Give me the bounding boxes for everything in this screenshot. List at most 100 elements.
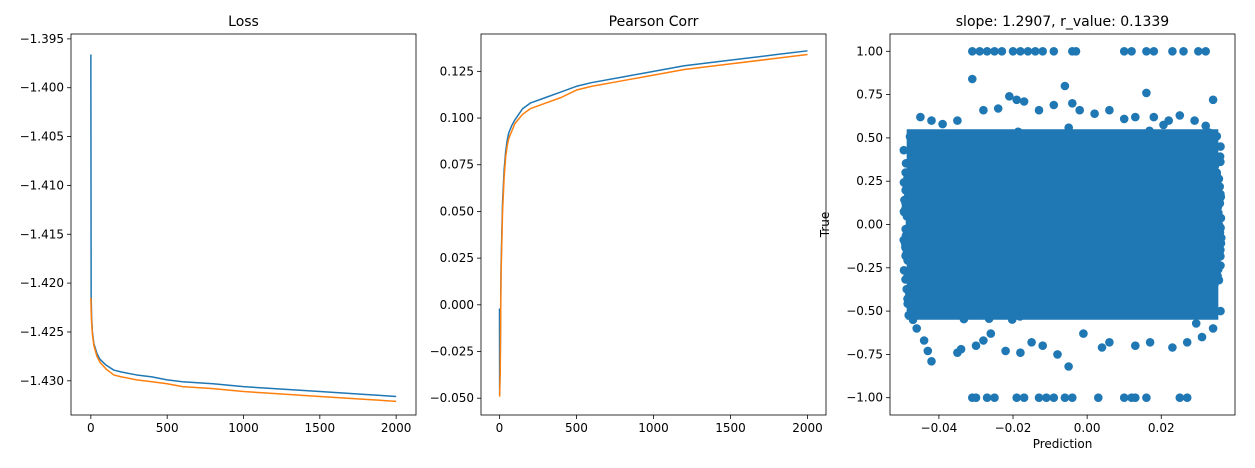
x-axis-label: Prediction	[1033, 437, 1093, 451]
scatter-point	[912, 324, 921, 333]
scatter-point	[968, 74, 977, 84]
scatter-point	[1168, 343, 1177, 352]
y-tick-label: 0.050	[440, 204, 474, 218]
x-tick-label: 1000	[228, 421, 259, 435]
scatter-point	[1127, 47, 1136, 56]
scatter-point	[927, 357, 936, 366]
scatter-point	[916, 112, 925, 122]
plot-area	[899, 47, 1226, 403]
scatter-point	[1194, 47, 1203, 56]
y-tick-label: −1.395	[20, 32, 64, 46]
scatter-point	[1016, 348, 1025, 358]
scatter-point	[1191, 319, 1201, 328]
x-tick-label: 0	[496, 421, 504, 435]
scatter-point	[900, 195, 909, 205]
scatter-point	[1131, 341, 1140, 351]
scatter-point	[1038, 341, 1047, 351]
plot-area	[498, 50, 808, 398]
y-tick-label: −0.50	[846, 304, 883, 318]
scatter-point	[1182, 338, 1192, 347]
scatter-point	[901, 168, 910, 177]
scatter-point	[1145, 338, 1155, 347]
scatter-point	[1182, 393, 1192, 403]
scatter-point	[1149, 112, 1159, 122]
y-tick-label: 0.025	[440, 251, 474, 265]
scatter-point	[908, 315, 918, 325]
scatter-point	[1142, 393, 1151, 403]
scatter-point	[1068, 99, 1077, 108]
scatter-point	[1175, 393, 1185, 403]
scatter-point	[1034, 393, 1044, 403]
chart-title: Pearson Corr	[609, 14, 699, 30]
scatter-point	[1019, 97, 1029, 106]
x-tick-label: 500	[156, 421, 179, 435]
scatter-point	[1079, 329, 1088, 338]
scatter-point	[1149, 47, 1159, 56]
scatter-point	[1071, 47, 1081, 56]
x-tick-label: 2000	[381, 421, 412, 435]
scatter-point	[1119, 47, 1129, 56]
scatter-point	[1027, 338, 1036, 347]
scatter-point	[919, 336, 929, 345]
scatter-point	[1201, 47, 1210, 56]
y-tick-label: −1.415	[20, 227, 64, 241]
scatter-point	[1168, 47, 1177, 56]
scatter-point	[1216, 192, 1226, 202]
scatter-point	[905, 145, 914, 155]
scatter-point	[1090, 109, 1099, 118]
x-tick-label: 2000	[792, 421, 823, 435]
scatter-point	[1049, 393, 1059, 403]
y-axis-label: True	[818, 212, 832, 239]
scatter-point	[968, 47, 977, 56]
scatter-point	[1208, 324, 1218, 333]
scatter-point	[1190, 116, 1199, 125]
y-tick-label: −1.405	[20, 130, 64, 144]
scatter-point	[1142, 88, 1151, 98]
y-tick-label: 0.075	[440, 158, 474, 172]
y-tick-label: −1.420	[20, 276, 64, 290]
scatter-point	[1038, 47, 1047, 56]
scatter-point	[1097, 343, 1107, 352]
y-tick-label: −1.430	[20, 374, 64, 388]
y-tick-label: −1.425	[20, 325, 64, 339]
x-tick-label: 500	[565, 421, 588, 435]
scatter-point	[1023, 47, 1033, 56]
scatter-point	[982, 393, 992, 403]
scatter-point	[1016, 47, 1025, 56]
scatter-point	[1031, 47, 1040, 56]
scatter-point	[1164, 116, 1173, 125]
scatter-point	[1008, 47, 1018, 56]
y-tick-label: 0.50	[856, 131, 883, 145]
x-tick-label: 0	[87, 421, 95, 435]
scatter-panel: −0.04 −0.02 0.00 0.02 −1.00 −0.75 −0.50 −0.25 0.…	[818, 14, 1236, 451]
chart-title: slope: 1.2907, r_value: 0.1339	[956, 14, 1169, 30]
scatter-point	[1049, 47, 1059, 56]
y-tick-label: −1.00	[846, 391, 883, 405]
series-line-1	[90, 297, 397, 403]
y-tick-label: −0.050	[430, 391, 474, 405]
y-tick-label: 1.00	[856, 44, 883, 58]
scatter-point	[1105, 105, 1114, 115]
scatter-point	[1001, 346, 1010, 356]
scatter-point	[1179, 47, 1188, 56]
scatter-point	[899, 178, 909, 187]
scatter-point	[1208, 95, 1218, 105]
y-tick-label: 0.25	[856, 174, 883, 188]
scatter-point	[1212, 131, 1222, 141]
pearson-corr-panel: 0 500 1000 1500 2000 −0.050 −0.025 0.000 0.025 0.…	[430, 14, 827, 435]
y-tick-label: −0.025	[430, 345, 474, 359]
y-tick-label: −1.410	[20, 178, 64, 192]
scatter-point	[1131, 112, 1140, 122]
scatter-point	[1119, 393, 1129, 403]
scatter-point	[993, 104, 1003, 113]
scatter-outlier-points	[901, 47, 1225, 403]
y-tick-label: −1.400	[20, 81, 64, 95]
scatter-point	[1060, 81, 1070, 91]
scatter-point	[1197, 332, 1207, 342]
scatter-point	[1049, 100, 1059, 110]
scatter-point	[997, 47, 1007, 56]
scatter-point	[986, 329, 996, 338]
y-tick-label: 0.75	[856, 88, 883, 102]
y-tick-label: 0.100	[440, 111, 474, 125]
series-line-1	[498, 53, 808, 398]
